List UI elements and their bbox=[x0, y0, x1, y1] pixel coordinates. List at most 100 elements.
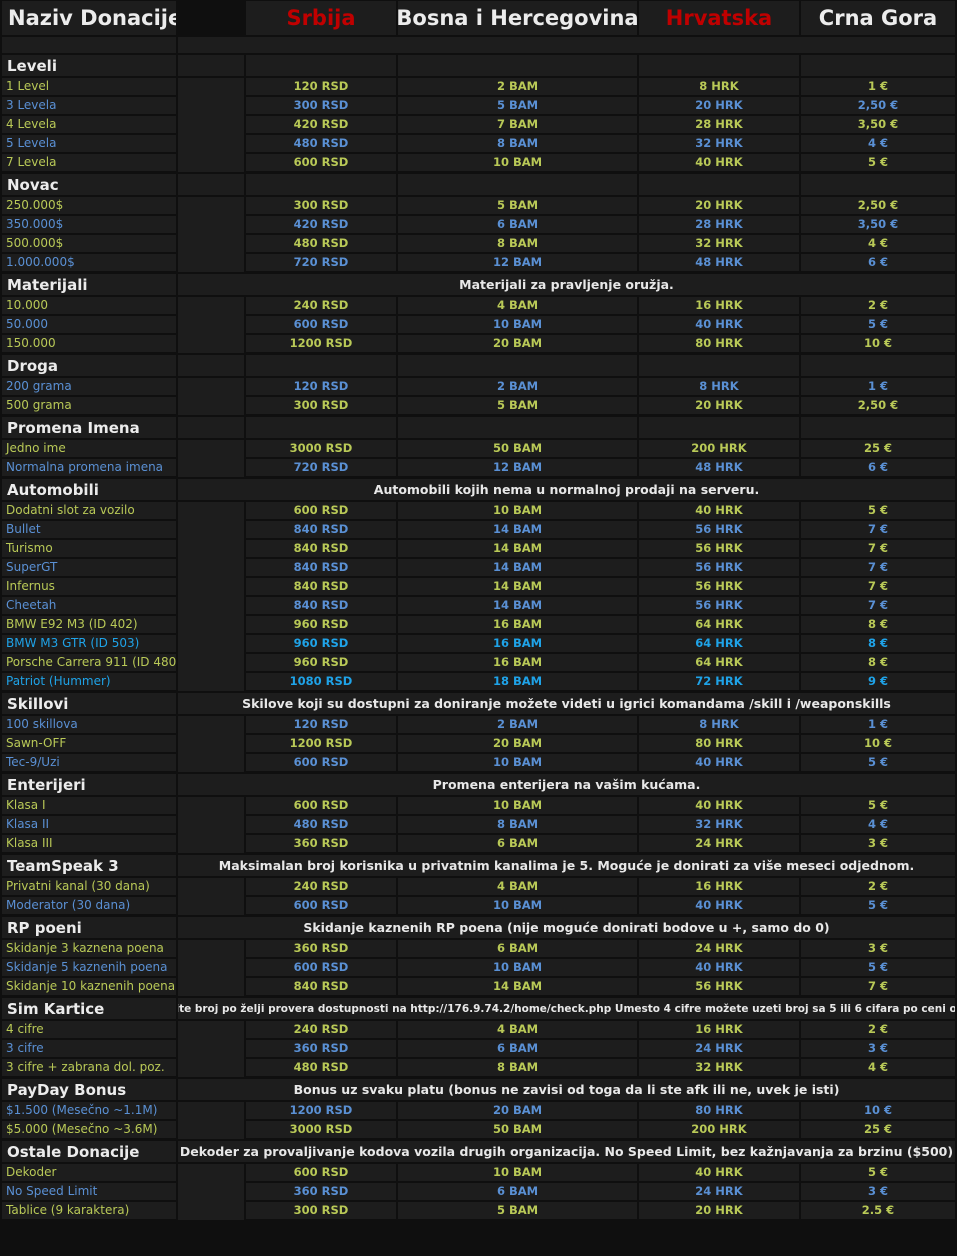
item-name: Tec-9/Uzi bbox=[2, 754, 176, 771]
price-bam: 7 BAM bbox=[398, 116, 637, 133]
price-rsd: 3000 RSD bbox=[246, 1121, 396, 1138]
price-eur: 4 € bbox=[801, 135, 955, 152]
price-eur: 5 € bbox=[801, 1164, 955, 1181]
section-blank-column bbox=[178, 940, 244, 996]
price-bam: 10 BAM bbox=[398, 502, 637, 519]
price-rsd: 3000 RSD bbox=[246, 440, 396, 457]
price-rsd: 240 RSD bbox=[246, 878, 396, 895]
price-eur: 2 € bbox=[801, 297, 955, 314]
section-header-spacer bbox=[639, 355, 799, 376]
price-eur: 1 € bbox=[801, 716, 955, 733]
price-eur: 5 € bbox=[801, 897, 955, 914]
price-bam: 5 BAM bbox=[398, 97, 637, 114]
price-rsd: 960 RSD bbox=[246, 635, 396, 652]
price-bam: 6 BAM bbox=[398, 835, 637, 852]
section-header-spacer bbox=[246, 417, 396, 438]
price-eur: 10 € bbox=[801, 735, 955, 752]
section-title: RP poeni bbox=[2, 917, 176, 938]
price-rsd: 720 RSD bbox=[246, 459, 396, 476]
price-hrk: 40 HRK bbox=[639, 502, 799, 519]
price-hrk: 40 HRK bbox=[639, 316, 799, 333]
price-bam: 50 BAM bbox=[398, 1121, 637, 1138]
price-bam: 10 BAM bbox=[398, 897, 637, 914]
price-hrk: 80 HRK bbox=[639, 1102, 799, 1119]
price-eur: 10 € bbox=[801, 335, 955, 352]
price-hrk: 80 HRK bbox=[639, 335, 799, 352]
price-bam: 14 BAM bbox=[398, 559, 637, 576]
price-rsd: 480 RSD bbox=[246, 235, 396, 252]
price-bam: 20 BAM bbox=[398, 1102, 637, 1119]
item-name: 50.000 bbox=[2, 316, 176, 333]
price-hrk: 8 HRK bbox=[639, 78, 799, 95]
item-name: 4 Levela bbox=[2, 116, 176, 133]
price-hrk: 56 HRK bbox=[639, 978, 799, 995]
price-rsd: 840 RSD bbox=[246, 559, 396, 576]
section-header-spacer bbox=[801, 55, 955, 76]
price-rsd: 420 RSD bbox=[246, 216, 396, 233]
price-rsd: 480 RSD bbox=[246, 1059, 396, 1076]
price-bam: 10 BAM bbox=[398, 959, 637, 976]
price-bam: 10 BAM bbox=[398, 797, 637, 814]
header-name: Naziv Donacije bbox=[2, 1, 176, 35]
item-name: 500 grama bbox=[2, 397, 176, 414]
price-bam: 5 BAM bbox=[398, 197, 637, 214]
price-eur: 25 € bbox=[801, 1121, 955, 1138]
price-hrk: 32 HRK bbox=[639, 816, 799, 833]
section-note: Skilove koji su dostupni za doniranje mo… bbox=[178, 693, 955, 714]
price-hrk: 64 HRK bbox=[639, 635, 799, 652]
price-eur: 4 € bbox=[801, 235, 955, 252]
price-hrk: 80 HRK bbox=[639, 735, 799, 752]
item-name: 500.000$ bbox=[2, 235, 176, 252]
item-name: 100 skillova bbox=[2, 716, 176, 733]
item-name: 1 Level bbox=[2, 78, 176, 95]
price-bam: 8 BAM bbox=[398, 135, 637, 152]
price-bam: 6 BAM bbox=[398, 1040, 637, 1057]
header-spacer bbox=[2, 37, 176, 53]
price-eur: 6 € bbox=[801, 459, 955, 476]
item-name: Infernus bbox=[2, 578, 176, 595]
item-name: Cheetah bbox=[2, 597, 176, 614]
price-eur: 1 € bbox=[801, 378, 955, 395]
price-bam: 6 BAM bbox=[398, 1183, 637, 1200]
price-bam: 5 BAM bbox=[398, 1202, 637, 1219]
section-header-spacer bbox=[398, 355, 637, 376]
price-eur: 3 € bbox=[801, 940, 955, 957]
item-name: Turismo bbox=[2, 540, 176, 557]
section-blank-column bbox=[178, 440, 244, 477]
price-rsd: 840 RSD bbox=[246, 578, 396, 595]
price-bam: 16 BAM bbox=[398, 635, 637, 652]
item-name: Klasa I bbox=[2, 797, 176, 814]
price-hrk: 28 HRK bbox=[639, 116, 799, 133]
price-bam: 5 BAM bbox=[398, 397, 637, 414]
price-hrk: 32 HRK bbox=[639, 1059, 799, 1076]
price-rsd: 600 RSD bbox=[246, 154, 396, 171]
price-bam: 14 BAM bbox=[398, 597, 637, 614]
section-note: Dekoder za provaljivanje kodova vozila d… bbox=[178, 1141, 955, 1162]
price-eur: 2,50 € bbox=[801, 197, 955, 214]
price-rsd: 600 RSD bbox=[246, 797, 396, 814]
price-rsd: 600 RSD bbox=[246, 897, 396, 914]
price-bam: 18 BAM bbox=[398, 673, 637, 690]
price-rsd: 360 RSD bbox=[246, 1183, 396, 1200]
price-hrk: 16 HRK bbox=[639, 878, 799, 895]
price-bam: 16 BAM bbox=[398, 616, 637, 633]
section-title: Automobili bbox=[2, 479, 176, 500]
section-blank-column bbox=[178, 78, 244, 172]
item-name: $1.500 (Mesečno ~1.1M) bbox=[2, 1102, 176, 1119]
item-name: Jedno ime bbox=[2, 440, 176, 457]
price-bam: 20 BAM bbox=[398, 735, 637, 752]
section-header-spacer bbox=[639, 417, 799, 438]
price-rsd: 300 RSD bbox=[246, 97, 396, 114]
item-name: BMW M3 GTR (ID 503) bbox=[2, 635, 176, 652]
header-country-crna-gora: Crna Gora bbox=[801, 1, 955, 35]
section-header-spacer bbox=[178, 355, 244, 376]
header-country-srbija: Srbija bbox=[246, 1, 396, 35]
section-blank-column bbox=[178, 878, 244, 915]
price-rsd: 480 RSD bbox=[246, 816, 396, 833]
price-rsd: 1200 RSD bbox=[246, 1102, 396, 1119]
item-name: $5.000 (Mesečno ~3.6M) bbox=[2, 1121, 176, 1138]
price-rsd: 420 RSD bbox=[246, 116, 396, 133]
price-bam: 8 BAM bbox=[398, 235, 637, 252]
header-country-hrvatska: Hrvatska bbox=[639, 1, 799, 35]
price-rsd: 240 RSD bbox=[246, 297, 396, 314]
